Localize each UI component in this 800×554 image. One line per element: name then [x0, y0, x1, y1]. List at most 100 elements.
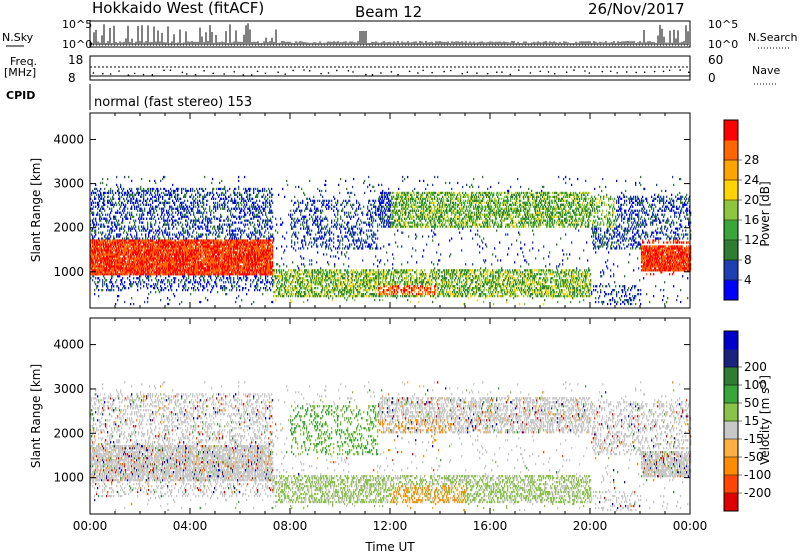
power-cell — [158, 251, 159, 253]
power-cell — [129, 275, 130, 277]
power-cell — [151, 230, 152, 232]
power-cell — [222, 224, 223, 226]
power-cell — [186, 192, 187, 194]
power-cell — [97, 285, 98, 287]
power-cell — [258, 210, 259, 212]
power-cell — [101, 263, 102, 265]
power-cell — [170, 188, 171, 190]
power-cell — [106, 289, 107, 291]
power-cell — [187, 230, 188, 232]
power-cell — [230, 281, 231, 283]
power-cell — [189, 233, 190, 235]
power-cell — [211, 218, 212, 220]
nave-point — [654, 71, 656, 73]
power-cell — [137, 190, 138, 192]
power-cell — [168, 190, 169, 192]
power-cell — [130, 281, 131, 283]
power-cell — [201, 269, 202, 271]
power-cell — [168, 303, 169, 305]
power-cell — [200, 301, 201, 303]
power-cell — [114, 257, 115, 259]
power-cell — [196, 232, 197, 234]
power-cell — [169, 208, 170, 210]
power-cell — [99, 251, 100, 253]
power-cell — [238, 222, 239, 224]
power-cell — [143, 204, 144, 206]
power-cell — [131, 208, 132, 210]
power-cell — [159, 237, 160, 239]
power-cell — [170, 251, 171, 253]
power-cell — [252, 214, 253, 216]
power-cell — [213, 232, 214, 234]
power-cell — [147, 222, 148, 224]
power-cell — [210, 291, 211, 293]
power-cell — [217, 204, 218, 206]
power-cell — [152, 200, 153, 202]
power-cell — [152, 228, 153, 230]
power-cell — [245, 200, 246, 202]
power-cell — [250, 212, 251, 214]
power-cell — [145, 275, 146, 277]
power-cell — [168, 289, 169, 291]
power-cell — [169, 299, 170, 301]
power-cell — [140, 275, 141, 277]
power-cell — [193, 230, 194, 232]
power-cell — [235, 230, 236, 232]
power-cell — [182, 249, 183, 251]
power-cell — [243, 198, 244, 200]
power-cell — [120, 216, 121, 218]
power-cell — [119, 192, 120, 194]
power-cell — [212, 178, 213, 180]
power-cell — [125, 261, 126, 263]
power-cell — [247, 198, 248, 200]
power-cell — [138, 281, 139, 283]
power-cell — [118, 295, 119, 297]
power-cell — [137, 285, 138, 287]
power-cell — [138, 188, 139, 190]
nave-point — [242, 74, 244, 76]
power-cell — [140, 281, 141, 283]
power-cell — [198, 233, 199, 235]
power-cell — [93, 206, 94, 208]
power-cell — [159, 232, 160, 234]
power-cell — [146, 202, 147, 204]
power-cell — [219, 253, 220, 255]
power-cell — [200, 257, 201, 259]
power-cell — [194, 216, 195, 218]
power-cell — [210, 232, 211, 234]
power-cell — [97, 190, 98, 192]
power-cell — [158, 289, 159, 291]
power-cell — [147, 224, 148, 226]
power-cell — [98, 295, 99, 297]
nave-series — [93, 69, 690, 76]
power-cell — [154, 224, 155, 226]
power-cell — [173, 216, 174, 218]
power-cell — [160, 269, 161, 271]
power-cell — [219, 226, 220, 228]
power-cell — [166, 190, 167, 192]
power-cell — [221, 216, 222, 218]
power-cell — [95, 267, 96, 269]
power-cell — [211, 210, 212, 212]
power-cell — [155, 283, 156, 285]
power-cell — [171, 283, 172, 285]
power-cell — [126, 257, 127, 259]
power-cell — [92, 208, 93, 210]
nave-point — [277, 71, 279, 73]
power-cell — [191, 220, 192, 222]
power-cell — [200, 202, 201, 204]
power-cell — [219, 200, 220, 202]
nave-point — [223, 73, 225, 75]
power-cell — [186, 220, 187, 222]
power-cell — [175, 212, 176, 214]
power-cell — [144, 210, 145, 212]
power-cell — [131, 285, 132, 287]
power-cell — [95, 202, 96, 204]
power-cell — [124, 255, 125, 257]
power-cell — [229, 289, 230, 291]
power-cell — [97, 214, 98, 216]
power-cell — [252, 222, 253, 224]
power-cell — [147, 287, 148, 289]
power-cell — [110, 190, 111, 192]
power-cell — [185, 196, 186, 198]
